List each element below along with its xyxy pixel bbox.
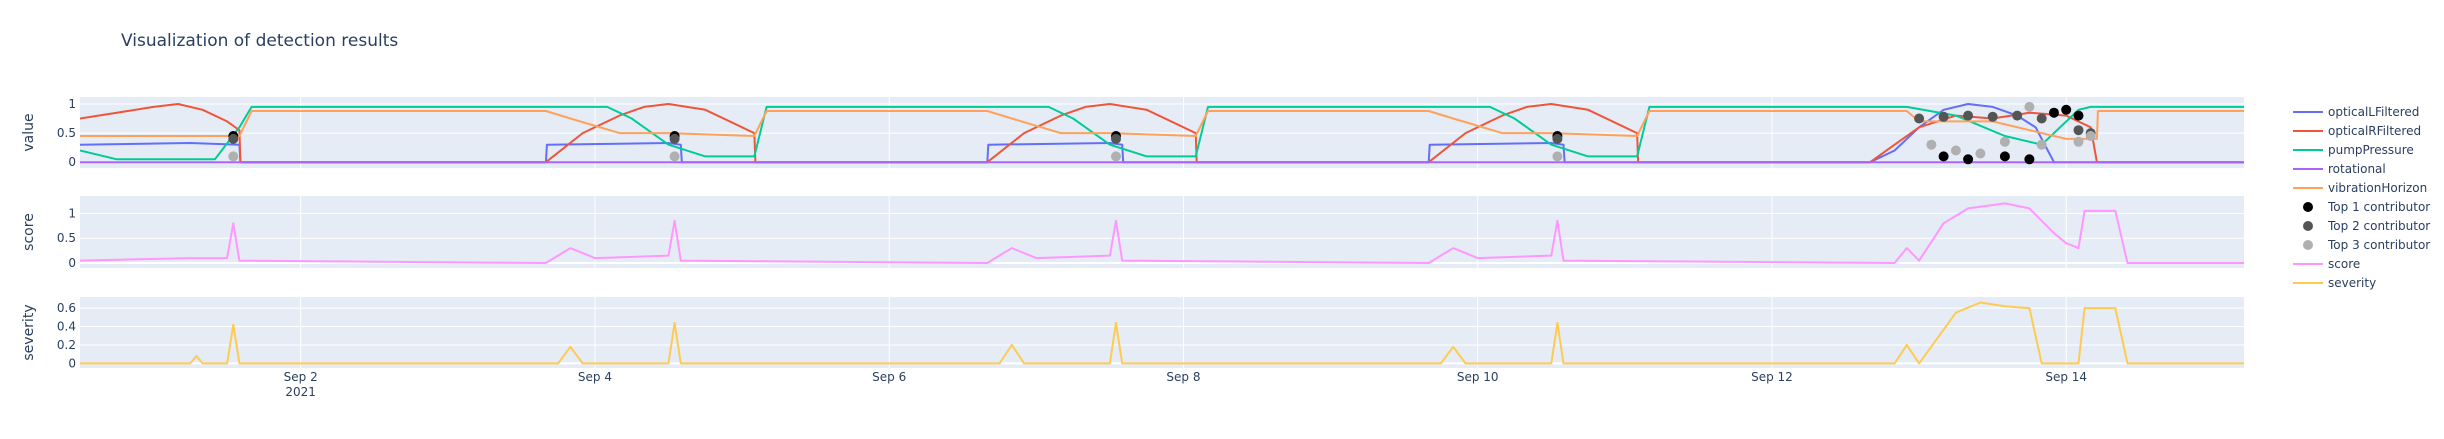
marker-top-2-contributor-8 — [2012, 110, 2023, 121]
marker-top-3-contributor-9 — [2036, 139, 2047, 150]
marker-top-3-contributor-5 — [1950, 145, 1961, 156]
x-tick-label-2: Sep 6 — [872, 370, 906, 384]
legend[interactable]: opticalLFiltered opticalRFiltered pumpPres… — [2293, 105, 2430, 290]
y-tick-label-value-0: 0 — [68, 155, 76, 169]
y-tick-label-score-2: 1 — [68, 206, 76, 220]
panel-severity: 0 0.2 0.4 0.6 severity — [21, 297, 2244, 370]
x-tick-label-5: Sep 12 — [1751, 370, 1793, 384]
marker-top-2-contributor-3 — [1552, 133, 1563, 144]
marker-top-3-contributor-0 — [228, 151, 239, 162]
plot-area-severity — [80, 301, 2244, 365]
marker-top-2-contributor-6 — [1963, 110, 1974, 121]
legend-label-pumppressure: pumpPressure — [2328, 143, 2414, 157]
marker-top-1-contributor-6 — [1999, 151, 2010, 162]
marker-top-1-contributor-9 — [2061, 104, 2072, 115]
plot-area-value — [80, 101, 2244, 165]
series-line-pumpPressure — [80, 105, 2244, 161]
series-line-score — [80, 202, 2244, 264]
marker-top-2-contributor-9 — [2036, 113, 2047, 124]
marker-top-3-contributor-1 — [669, 151, 680, 162]
marker-top-2-contributor-10 — [2073, 125, 2084, 136]
marker-top-1-contributor-10 — [2073, 110, 2084, 121]
y-tick-label-score-1: 0.5 — [57, 231, 76, 245]
x-tick-label-4: Sep 10 — [1457, 370, 1499, 384]
y-tick-label-score-0: 0 — [68, 256, 76, 270]
legend-item-top-3-contributor[interactable]: Top 3 contributor — [2303, 238, 2430, 252]
legend-item-pumppressure[interactable]: pumpPressure — [2293, 143, 2414, 157]
legend-item-opticalrfiltered[interactable]: opticalRFiltered — [2293, 124, 2421, 138]
y-axis-label-value: value — [21, 113, 37, 151]
legend-item-rotational[interactable]: rotational — [2293, 162, 2386, 176]
marker-top-2-contributor-4 — [1914, 113, 1925, 124]
marker-top-2-contributor-2 — [1111, 133, 1121, 144]
y-tick-label-severity-0: 0 — [68, 356, 76, 370]
y-axis-label-severity: severity — [21, 304, 37, 360]
legend-item-opticallfiltered[interactable]: opticalLFiltered — [2293, 105, 2419, 119]
x-year-label: 2021 — [285, 385, 316, 399]
series-line-severity — [80, 301, 2244, 365]
marker-top-1-contributor-5 — [1963, 154, 1974, 165]
x-tick-label-1: Sep 4 — [578, 370, 612, 384]
marker-top-2-contributor-1 — [669, 133, 680, 144]
legend-item-vibrationhorizon[interactable]: vibrationHorizon — [2293, 181, 2427, 195]
marker-top-1-contributor-7 — [2024, 154, 2035, 165]
y-tick-label-severity-2: 0.4 — [57, 320, 76, 334]
marker-top-3-contributor-8 — [2024, 101, 2035, 112]
y-tick-label-value-1: 0.5 — [57, 126, 76, 140]
legend-swatch-top-1-contributor — [2303, 202, 2313, 212]
marker-top-1-contributor-8 — [2049, 107, 2059, 118]
marker-top-3-contributor-10 — [2073, 136, 2084, 147]
marker-top-3-contributor-11 — [2085, 131, 2096, 141]
legend-label-top-3-contributor: Top 3 contributor — [2327, 238, 2430, 252]
marker-top-2-contributor-7 — [1987, 111, 1998, 122]
legend-label-rotational: rotational — [2328, 162, 2386, 176]
legend-label-score: score — [2328, 257, 2360, 271]
marker-top-3-contributor-6 — [1975, 148, 1986, 159]
marker-top-3-contributor-4 — [1926, 139, 1937, 150]
legend-swatch-top-3-contributor — [2303, 240, 2313, 250]
y-tick-label-severity-3: 0.6 — [57, 301, 76, 315]
marker-top-3-contributor-3 — [1552, 151, 1563, 162]
marker-top-2-contributor-0 — [228, 133, 239, 144]
x-axis: Sep 2 Sep 4 Sep 6 Sep 8 Sep 10 Sep 12 Sep 14 20… — [284, 370, 2087, 399]
legend-item-severity[interactable]: severity — [2293, 276, 2376, 290]
x-tick-label-6: Sep 14 — [2045, 370, 2087, 384]
marker-top-3-contributor-7 — [1999, 136, 2010, 147]
legend-item-top-1-contributor[interactable]: Top 1 contributor — [2303, 200, 2430, 214]
y-axis-label-score: score — [21, 213, 37, 251]
series-line-opticalLFiltered — [80, 103, 2244, 164]
y-tick-label-severity-1: 0.2 — [57, 338, 76, 352]
x-tick-label-3: Sep 8 — [1166, 370, 1200, 384]
legend-label-severity: severity — [2328, 276, 2376, 290]
legend-label-top-2-contributor: Top 2 contributor — [2327, 219, 2430, 233]
legend-swatch-top-2-contributor — [2303, 221, 2313, 231]
plot-area-score — [80, 202, 2244, 264]
panel-score: 0 0.5 1 score — [21, 196, 2244, 270]
panel-value: 0 0.5 1 value — [21, 97, 2244, 169]
legend-label-opticalrfiltered: opticalRFiltered — [2328, 124, 2421, 138]
marker-top-2-contributor-5 — [1938, 111, 1949, 122]
marker-top-3-contributor-2 — [1111, 151, 1121, 162]
legend-label-opticallfiltered: opticalLFiltered — [2328, 105, 2419, 119]
panels-layer: 0 0.5 1 value 0 0.5 1 score 0 0.2 0.4 0.6 severity — [21, 97, 2244, 370]
chart-title: Visualization of detection results — [121, 31, 398, 51]
legend-label-vibrationhorizon: vibrationHorizon — [2328, 181, 2427, 195]
legend-item-top-2-contributor[interactable]: Top 2 contributor — [2303, 219, 2430, 233]
x-tick-label-0: Sep 2 — [284, 370, 318, 384]
legend-label-top-1-contributor: Top 1 contributor — [2327, 200, 2430, 214]
series-line-vibrationHorizon — [80, 110, 2244, 140]
marker-top-1-contributor-4 — [1938, 151, 1949, 162]
y-tick-label-value-2: 1 — [68, 97, 76, 111]
plot-background-score — [80, 196, 2244, 268]
plot-background-severity — [80, 297, 2244, 368]
legend-item-score[interactable]: score — [2293, 257, 2360, 271]
